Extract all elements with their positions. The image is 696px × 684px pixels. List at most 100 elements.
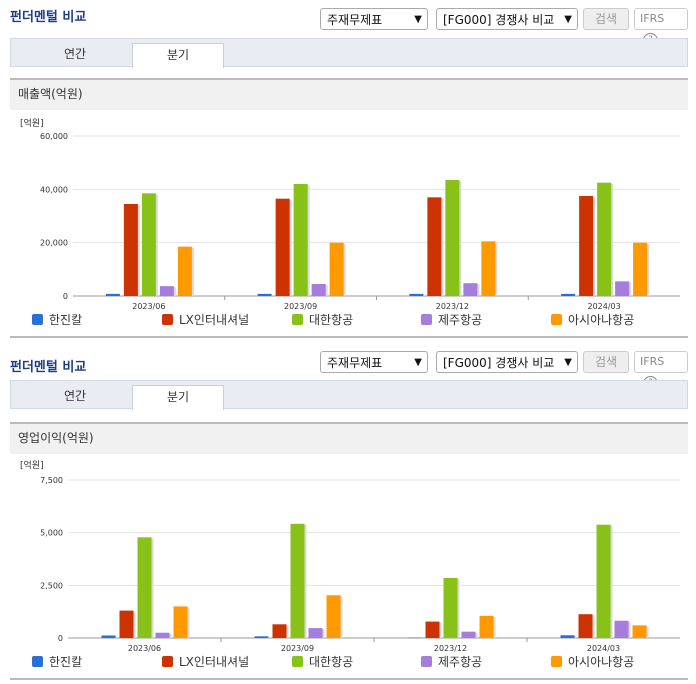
bar xyxy=(101,635,116,638)
bar xyxy=(137,537,152,638)
peer-select-value: [FG000] 경쟁사 비교 xyxy=(443,356,555,370)
legend-swatch xyxy=(162,314,173,325)
bar xyxy=(119,610,134,638)
legend-label: 대한항공 xyxy=(309,313,354,327)
statement-select[interactable]: 주재무제표 ▼ xyxy=(320,8,428,30)
legend-swatch xyxy=(551,314,562,325)
divider xyxy=(10,336,688,338)
legend-item[interactable]: LX인터내셔널 xyxy=(162,312,249,328)
unit-label: [억원] xyxy=(20,459,44,471)
legend-item[interactable]: 대한항공 xyxy=(292,312,353,328)
peer-select-value: [FG000] 경쟁사 비교 xyxy=(443,13,555,27)
chevron-down-icon: ▼ xyxy=(564,14,572,25)
bar xyxy=(159,286,174,296)
legend-swatch xyxy=(292,656,303,667)
legend-label: 아시아나항공 xyxy=(568,313,635,327)
operating-income-chart: [억원] 0 2,500 5,000 7,500 2023/06 2023/09 2023/… xyxy=(20,459,680,653)
ifrs-help-button[interactable]: IFRS? xyxy=(634,351,688,391)
period-tabs: 연간 분기 xyxy=(10,38,688,68)
bar xyxy=(326,595,341,638)
tab-annual[interactable]: 연간 xyxy=(63,47,87,61)
panel-operating-income: 펀더멘털 비교 주재무제표 ▼ [FG000] 경쟁사 비교 ▼ 검색 IFRS… xyxy=(0,342,696,684)
tab-quarterly[interactable]: 분기 xyxy=(132,385,224,410)
period-tabs: 연간 분기 xyxy=(10,380,688,410)
legend-item[interactable]: 한진칼 xyxy=(32,654,82,670)
statement-select-value: 주재무제표 xyxy=(327,13,383,27)
metric-label: 매출액(억원) xyxy=(10,78,688,110)
revenue-chart: [억원] 0 20,000 40,000 60,000 2023/06 2023/09 20… xyxy=(20,117,680,311)
y-tick-label: 0 xyxy=(63,292,68,301)
bar xyxy=(293,184,308,296)
bar xyxy=(308,628,323,638)
y-tick-label: 0 xyxy=(58,634,63,643)
legend-label: 제주항공 xyxy=(438,313,483,327)
statement-select-value: 주재무제표 xyxy=(327,356,383,370)
panel-revenue: 펀더멘털 비교 주재무제표 ▼ [FG000] 경쟁사 비교 ▼ 검색 IFRS… xyxy=(10,8,688,338)
ifrs-label: IFRS xyxy=(640,355,665,368)
bar xyxy=(579,196,594,296)
ifrs-help-button[interactable]: IFRS? xyxy=(634,8,688,48)
bar xyxy=(463,283,478,296)
ifrs-label: IFRS xyxy=(640,12,665,25)
x-tick-label: 2023/12 xyxy=(436,302,469,311)
bar xyxy=(461,631,476,638)
legend-label: LX인터내셔널 xyxy=(179,313,250,327)
statement-select[interactable]: 주재무제표 ▼ xyxy=(320,351,428,373)
bar xyxy=(443,577,458,638)
chevron-down-icon: ▼ xyxy=(414,357,422,368)
legend-swatch xyxy=(551,656,562,667)
bar xyxy=(254,636,269,638)
legend-item[interactable]: LX인터내셔널 xyxy=(162,654,249,670)
legend-swatch xyxy=(32,656,43,667)
legend-label: LX인터내셔널 xyxy=(179,655,250,669)
x-tick-label: 2024/03 xyxy=(587,644,620,653)
legend-label: 대한항공 xyxy=(309,655,354,669)
bar xyxy=(257,293,272,296)
search-button[interactable]: 검색 xyxy=(583,351,629,373)
x-tick-label: 2023/09 xyxy=(284,302,317,311)
legend-item[interactable]: 아시아나항공 xyxy=(551,654,634,670)
bar xyxy=(409,293,424,296)
x-tick-label: 2023/06 xyxy=(132,302,165,311)
legend-label: 아시아나항공 xyxy=(568,655,635,669)
legend-item[interactable]: 제주항공 xyxy=(421,312,482,328)
legend-item[interactable]: 제주항공 xyxy=(421,654,482,670)
peer-select[interactable]: [FG000] 경쟁사 비교 ▼ xyxy=(436,8,578,30)
bar xyxy=(560,635,575,638)
peer-select[interactable]: [FG000] 경쟁사 비교 ▼ xyxy=(436,351,578,373)
tab-quarterly[interactable]: 분기 xyxy=(132,43,224,68)
legend-swatch xyxy=(32,314,43,325)
bar xyxy=(141,193,156,296)
legend-swatch xyxy=(421,656,432,667)
y-tick-label: 20,000 xyxy=(40,239,68,248)
y-tick-label: 7,500 xyxy=(40,476,63,485)
bar xyxy=(105,293,120,296)
bar xyxy=(479,615,494,638)
legend-item[interactable]: 한진칼 xyxy=(32,312,82,328)
bar xyxy=(615,281,630,296)
bar xyxy=(481,241,496,296)
bar xyxy=(633,242,648,296)
legend-item[interactable]: 대한항공 xyxy=(292,654,353,670)
bar xyxy=(275,198,290,296)
legend-swatch xyxy=(162,656,173,667)
legend-label: 한진칼 xyxy=(49,313,83,327)
bar xyxy=(597,182,612,296)
bar xyxy=(173,606,188,638)
search-button[interactable]: 검색 xyxy=(583,8,629,30)
legend-label: 제주항공 xyxy=(438,655,483,669)
legend-label: 한진칼 xyxy=(49,655,83,669)
x-tick-label: 2024/03 xyxy=(588,302,621,311)
bar xyxy=(578,614,593,638)
legend-item[interactable]: 아시아나항공 xyxy=(551,312,634,328)
bar xyxy=(445,180,460,296)
metric-label: 영업이익(억원) xyxy=(10,422,688,454)
chevron-down-icon: ▼ xyxy=(414,14,422,25)
panel-title: 펀더멘털 비교 xyxy=(10,10,87,25)
bar xyxy=(272,624,287,638)
bar xyxy=(427,197,442,296)
bar xyxy=(311,284,326,296)
bar xyxy=(155,632,170,638)
bar xyxy=(407,637,422,639)
tab-annual[interactable]: 연간 xyxy=(63,389,87,403)
